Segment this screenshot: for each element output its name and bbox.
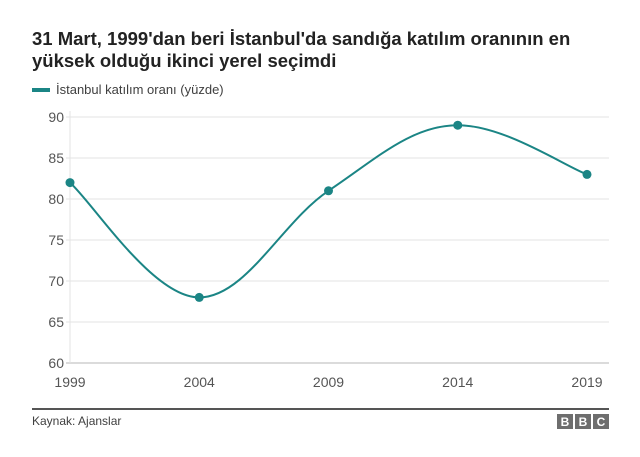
chart-title: 31 Mart, 1999'dan beri İstanbul'da sandı… (32, 28, 571, 71)
bbc-logo-letter: C (593, 414, 609, 429)
y-tick-label: 65 (48, 314, 64, 330)
series-line (69, 124, 588, 299)
x-tick-label: 1999 (54, 374, 85, 390)
bbc-logo: B B C (557, 414, 609, 429)
x-tick-label: 2014 (442, 374, 473, 390)
legend-swatch (32, 87, 50, 92)
data-point (324, 186, 333, 196)
y-tick-label: 70 (48, 273, 64, 289)
legend-label: İstanbul katılım oranı (yüzde) (56, 82, 224, 97)
y-tick-label: 75 (48, 232, 64, 248)
data-point (65, 178, 75, 188)
x-tick-label: 2009 (313, 374, 344, 390)
y-tick-label: 60 (48, 355, 64, 371)
y-tick-label: 85 (48, 150, 64, 166)
line-chart: 60 65 70 75 80 85 90 1999 2004 2009 2014 2019 (48, 109, 609, 390)
data-point (582, 169, 592, 179)
data-point (194, 292, 204, 302)
gridlines (66, 111, 609, 364)
bbc-logo-letter: B (557, 414, 573, 429)
x-tick-label: 2019 (571, 374, 602, 390)
data-point (453, 120, 463, 130)
footer-divider (32, 408, 609, 410)
source-note: Kaynak: Ajanslar (32, 414, 122, 428)
x-tick-label: 2004 (184, 374, 215, 390)
data-points (65, 120, 592, 302)
bbc-logo-letter: B (575, 414, 591, 429)
x-axis: 1999 2004 2009 2014 2019 (54, 374, 602, 390)
y-tick-label: 80 (48, 191, 64, 207)
y-tick-label: 90 (48, 109, 64, 125)
y-axis: 60 65 70 75 80 85 90 (48, 109, 64, 371)
legend: İstanbul katılım oranı (yüzde) (32, 82, 224, 97)
